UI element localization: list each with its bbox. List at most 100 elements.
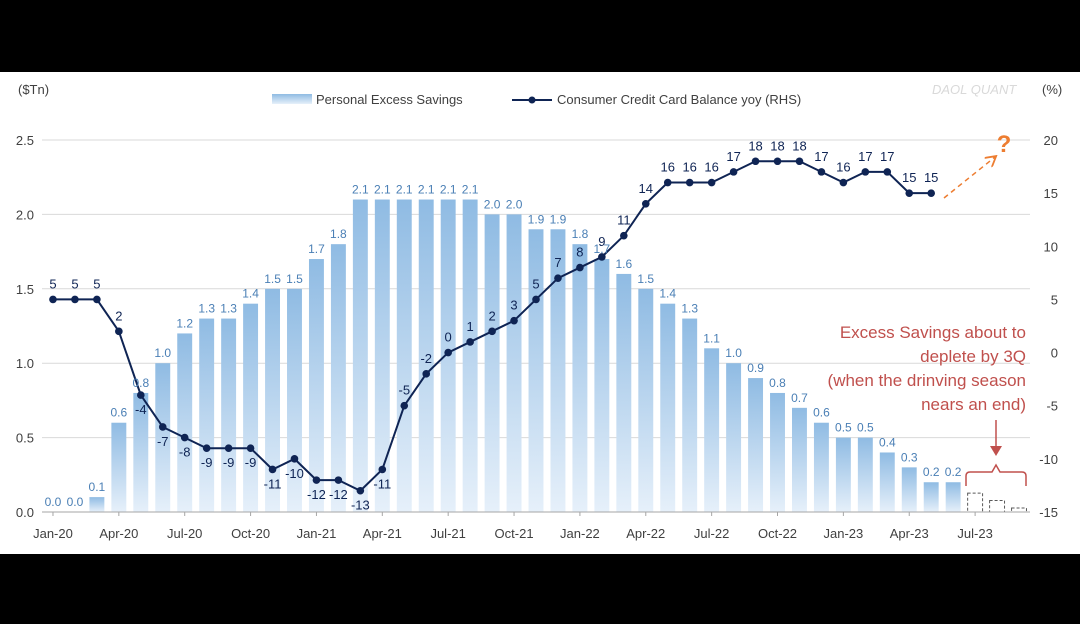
bar-value-label: 1.8 bbox=[330, 227, 347, 241]
bar-value-label: 0.7 bbox=[791, 391, 808, 405]
excess-savings-bar bbox=[155, 363, 171, 512]
y-right-tick-label: -15 bbox=[1039, 505, 1058, 520]
credit-card-point bbox=[93, 295, 101, 304]
excess-savings-bar bbox=[352, 199, 368, 512]
bar-value-label: 1.7 bbox=[594, 242, 611, 256]
line-value-label: 18 bbox=[748, 138, 762, 153]
excess-savings-bar bbox=[484, 214, 500, 512]
y-right-tick-label: 5 bbox=[1051, 292, 1058, 307]
projection-bar bbox=[989, 500, 1006, 513]
excess-savings-bar bbox=[638, 288, 654, 512]
y-right-tick-label: -5 bbox=[1046, 399, 1058, 414]
bar-value-label: 1.5 bbox=[637, 272, 654, 286]
excess-savings-bar bbox=[528, 229, 544, 512]
line-value-label: -11 bbox=[373, 476, 391, 491]
bar-value-label: 0.2 bbox=[945, 465, 962, 479]
line-value-label: 5 bbox=[93, 276, 100, 291]
bar-value-label: 1.5 bbox=[264, 272, 281, 286]
projection-bars bbox=[967, 492, 1027, 513]
credit-card-point bbox=[202, 444, 211, 453]
credit-card-point bbox=[422, 370, 431, 378]
line-value-label: 16 bbox=[836, 160, 850, 175]
credit-card-point bbox=[729, 168, 738, 176]
x-tick-label: Jul-23 bbox=[957, 526, 992, 541]
line-value-label: 3 bbox=[510, 298, 517, 313]
bar-value-label: 1.9 bbox=[550, 212, 567, 226]
bar-value-label: 0.8 bbox=[132, 376, 149, 390]
data-labels: 0.0 0.0 0.1 0.6 0.8 1.0 1.2 1.3 1.3 1.4 1.5 1.5 1.7 1… bbox=[45, 138, 962, 512]
excess-savings-bar bbox=[418, 199, 434, 512]
line-value-label: 14 bbox=[639, 181, 653, 196]
excess-savings-bar bbox=[594, 259, 610, 512]
excess-savings-bar bbox=[726, 363, 742, 512]
excess-savings-bar bbox=[199, 318, 215, 512]
credit-card-point bbox=[488, 327, 496, 336]
bar-value-label: 1.9 bbox=[528, 212, 545, 226]
legend-line-marker bbox=[528, 96, 536, 104]
bar-value-label: 0.8 bbox=[769, 376, 786, 390]
bar-value-label: 0.4 bbox=[879, 435, 896, 449]
line-value-label: 5 bbox=[71, 276, 78, 291]
bar-value-label: 1.1 bbox=[703, 331, 720, 345]
y-left-tick-label: 2.5 bbox=[16, 133, 34, 148]
line-value-label: 17 bbox=[858, 149, 872, 164]
line-value-label: -8 bbox=[179, 445, 191, 460]
credit-card-point bbox=[334, 476, 343, 484]
excess-savings-bar bbox=[550, 229, 566, 512]
annotation-brace bbox=[965, 463, 1027, 486]
line-value-label: 7 bbox=[554, 255, 561, 270]
x-tick-label: Jul-22 bbox=[694, 526, 729, 541]
line-value-label: 16 bbox=[682, 160, 696, 175]
line-value-label: 17 bbox=[726, 149, 740, 164]
x-tick-label: Jan-20 bbox=[33, 526, 73, 541]
bar-value-label: 0.2 bbox=[923, 465, 940, 479]
bar-value-label: 0.0 bbox=[67, 495, 84, 509]
excess-savings-bar bbox=[330, 244, 346, 512]
bar-value-label: 2.1 bbox=[440, 183, 457, 197]
x-tick-label: Jul-20 bbox=[167, 526, 202, 541]
excess-savings-bar bbox=[813, 422, 829, 512]
excess-savings-bar bbox=[572, 244, 588, 512]
line-value-label: -11 bbox=[264, 476, 282, 491]
x-tick-label: Jan-23 bbox=[824, 526, 864, 541]
x-tick-label: Oct-21 bbox=[495, 526, 534, 541]
line-value-label: -12 bbox=[329, 487, 348, 502]
credit-card-point bbox=[158, 423, 167, 431]
bar-value-label: 0.3 bbox=[901, 450, 918, 464]
line-value-label: -10 bbox=[285, 466, 304, 481]
annotation-arrow-head bbox=[990, 446, 1002, 456]
credit-card-point bbox=[839, 178, 848, 187]
bar-value-label: 0.6 bbox=[111, 406, 128, 420]
watermark: DAOL QUANT bbox=[932, 82, 1017, 97]
question-mark: ? bbox=[997, 131, 1012, 158]
y-left-tick-label: 0.5 bbox=[16, 431, 34, 446]
excess-savings-bar bbox=[901, 467, 917, 512]
y-right-tick-label: -10 bbox=[1039, 452, 1058, 467]
excess-savings-bars bbox=[89, 199, 961, 512]
credit-card-point bbox=[115, 327, 123, 336]
line-value-label: -4 bbox=[135, 402, 147, 417]
excess-savings-bar bbox=[660, 303, 676, 512]
excess-savings-bar bbox=[133, 392, 149, 512]
x-tick-label: Jan-21 bbox=[297, 526, 337, 541]
excess-savings-bar bbox=[89, 497, 105, 512]
credit-card-point bbox=[817, 168, 826, 176]
credit-card-point bbox=[137, 391, 145, 399]
bar-value-label: 1.6 bbox=[615, 257, 632, 271]
y-right-tick-label: 10 bbox=[1044, 239, 1058, 254]
line-value-label: 0 bbox=[445, 330, 452, 345]
excess-savings-bar bbox=[923, 482, 939, 512]
excess-savings-bar bbox=[682, 318, 698, 512]
credit-card-point bbox=[246, 444, 255, 453]
credit-card-point bbox=[554, 274, 562, 282]
bar-value-label: 2.1 bbox=[352, 183, 369, 197]
y-right-tick-label: 15 bbox=[1044, 186, 1058, 201]
chart-frame: 0.0 0.0 0.1 0.6 0.8 1.0 1.2 1.3 1.3 1.4 1.5 1.5 1.7 1… bbox=[0, 72, 1080, 554]
bar-value-label: 2.1 bbox=[418, 183, 435, 197]
credit-card-point bbox=[663, 178, 672, 187]
line-value-label: 15 bbox=[902, 170, 916, 185]
credit-card-point bbox=[378, 465, 387, 474]
line-value-label: -9 bbox=[223, 455, 235, 470]
annotation-line-4: nears an end) bbox=[921, 395, 1026, 414]
legend-bar-label: Personal Excess Savings bbox=[316, 92, 463, 107]
